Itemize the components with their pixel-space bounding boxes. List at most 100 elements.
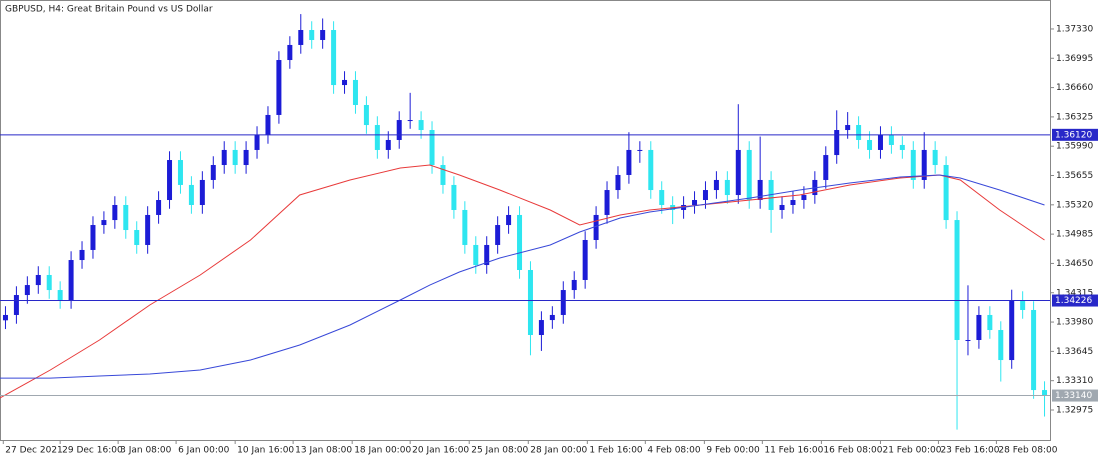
y-tick-label: 1.37330 [1056,24,1093,34]
x-tick-label: 1 Feb 16:00 [589,446,643,456]
candle-body [593,214,599,240]
candle-body [396,120,402,140]
candle-body [2,314,8,321]
candle-body [451,184,457,210]
marks [0,14,1048,430]
candle-body [13,295,19,315]
candle-body [429,130,435,166]
candle-body [199,179,205,205]
candle-body [998,330,1004,361]
candle-body [877,135,883,150]
candle-body [385,139,391,150]
y-tick-label: 1.35320 [1056,200,1093,210]
candle-body [243,149,249,166]
candle-body [527,270,533,336]
candle-body [615,174,621,191]
candle-body [123,204,129,231]
candle-body [702,190,708,201]
x-tick-label: 4 Feb 08:00 [647,446,701,456]
x-tick-label: 27 Dec 2021 [5,446,63,456]
candle-body [648,149,654,191]
candle-body [374,125,380,150]
candle-body [309,30,315,40]
y-tick-label: 1.33980 [1056,318,1093,328]
x-tick-label: 20 Jan 16:00 [412,446,469,456]
y-tick-label: 1.32975 [1056,405,1093,415]
candle-body [24,285,30,296]
candle-body [331,30,337,86]
candle-body [265,114,271,136]
candle-body [1042,390,1048,396]
candle-body [659,190,665,205]
y-tick-label: 1.35990 [1056,142,1093,152]
candle-body [221,149,227,166]
candle-body [440,165,446,185]
x-tick-label: 28 Feb 08:00 [998,446,1057,456]
y-tick-label: 1.34650 [1056,259,1093,269]
candle-body [779,204,785,210]
candle-body [462,209,468,245]
candle-body [418,120,424,131]
x-tick-label: 16 Feb 08:00 [823,446,882,456]
candle-body [46,274,52,291]
candle-body [407,120,413,122]
candle-body [342,79,348,86]
candle-body [517,214,523,271]
candle-body [790,200,796,205]
candle-body [232,149,238,166]
candle-body [538,320,544,336]
candle-body [626,149,632,175]
candle-body [1031,309,1037,391]
plot-frame [0,0,1051,441]
x-tick-label: 13 Jan 08:00 [295,446,352,456]
candle-body [352,79,358,105]
x-tick-label: 21 Feb 00:00 [882,446,941,456]
price-level-tag [1052,294,1098,307]
candle-body [134,230,140,245]
y-tick-label: 1.33310 [1056,376,1093,386]
y-tick-label: 1.33645 [1056,347,1093,357]
x-tick-label: 9 Feb 00:00 [706,446,760,456]
candle-body [506,214,512,226]
candle-body [823,155,829,180]
candle-body [976,314,982,340]
candle-body [692,200,698,205]
price-level-label: 1.36120 [1055,130,1092,140]
candle-body [604,190,610,215]
candle-body [637,149,643,151]
candle-body [287,44,293,61]
x-tick-label: 29 Dec 16:00 [62,446,123,456]
x-tick-label: 10 Jan 16:00 [237,446,294,456]
x-tick-label: 18 Jan 00:00 [354,446,411,456]
candle-body [1020,300,1026,310]
candle-body [298,30,304,45]
y-tick-label: 1.36325 [1056,112,1093,122]
candle-body [177,160,183,185]
candle-body [68,260,74,301]
candle-body [156,200,162,215]
candle-body [856,125,862,140]
price-level-label: 1.34226 [1055,296,1092,306]
candle-body [90,225,96,250]
x-tick-label: 3 Jan 08:00 [120,446,172,456]
candle-body [560,290,566,315]
x-tick-label: 28 Jan 00:00 [530,446,587,456]
candle-body [35,274,41,286]
candle-body [954,220,960,340]
candle-body [363,104,369,126]
candle-body [965,339,971,341]
candle-body [921,149,927,180]
candle-body [757,179,763,201]
price-level-tag [1052,389,1098,402]
candle-body [101,220,107,226]
candle-body [79,249,85,261]
candle-body [910,149,916,180]
y-tick-label: 1.35655 [1056,171,1093,181]
price-level-label: 1.33140 [1055,391,1092,401]
y-tick-label: 1.36660 [1056,83,1093,93]
candle-body [549,314,555,321]
moving-average [0,174,1045,379]
candle-body [899,144,905,150]
candle-body [834,130,840,156]
